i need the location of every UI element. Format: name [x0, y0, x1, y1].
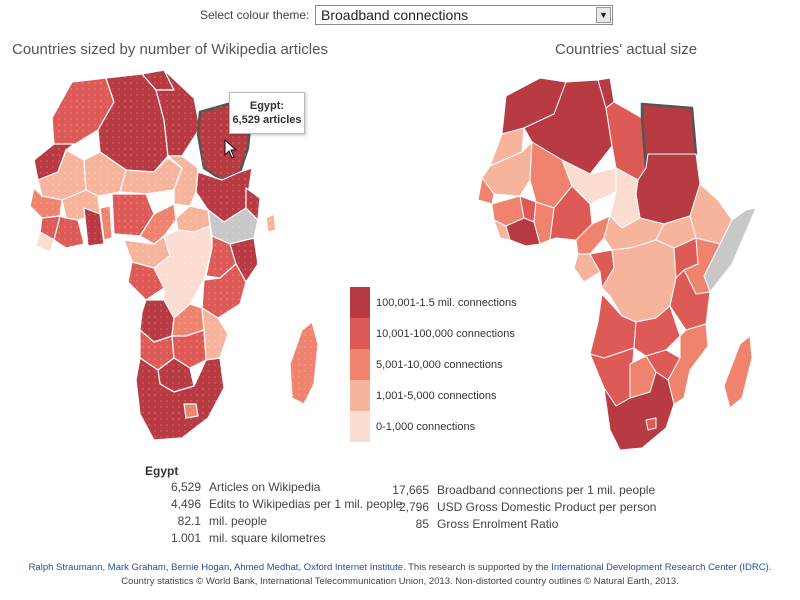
stat-label: Articles on Wikipedia	[209, 480, 321, 494]
egypt-tooltip: Egypt: 6,529 articles	[229, 92, 305, 134]
author-link[interactable]: Mark Graham	[107, 562, 166, 573]
credits-footer: Ralph Straumann, Mark Graham, Bernie Hog…	[0, 561, 800, 589]
mouse-cursor-icon	[224, 139, 238, 159]
stat-label: mil. people	[209, 514, 268, 528]
idrc-link[interactable]: International Development Research Cente…	[551, 562, 769, 573]
stat-value: 17,665	[392, 483, 429, 497]
actual-size-title: Countries' actual size	[555, 41, 698, 58]
colour-theme-value: Broadband connections	[321, 7, 469, 23]
legend-label: 10,001-100,000 connections	[376, 327, 515, 340]
stat-label: Gross Enrolment Ratio	[437, 517, 559, 531]
dropdown-arrow-icon[interactable]: ▼	[596, 7, 611, 23]
selected-country-name: Egypt	[145, 464, 179, 478]
country-region[interactable]	[533, 201, 555, 245]
legend-item: 100,001-1.5 mil. connections	[350, 287, 517, 318]
stat-value: 2,796	[398, 500, 429, 514]
stat-value: 85	[415, 517, 429, 531]
country-region[interactable]	[603, 371, 675, 451]
colour-theme-select[interactable]: Broadband connections ▼	[315, 5, 613, 25]
stat-value: 4,496	[170, 497, 201, 511]
author-link[interactable]: Ralph Straumann	[28, 562, 103, 573]
stat-row: 6,529 Articles on Wikipedia	[145, 480, 402, 497]
country-region[interactable]	[53, 215, 85, 249]
country-region[interactable]	[265, 213, 277, 233]
legend-swatch	[350, 287, 370, 318]
map-legend: 100,001-1.5 mil. connections 10,001-100,…	[350, 287, 517, 442]
stat-row: 17,665 Broadband connections per 1 mil. …	[385, 483, 656, 500]
stat-value: 82.1	[177, 514, 201, 528]
stat-label: USD Gross Domestic Product per person	[437, 500, 657, 514]
country-region[interactable]	[605, 101, 647, 181]
legend-label: 5,001-10,000 connections	[376, 358, 503, 371]
legend-swatch	[350, 349, 370, 380]
legend-label: 0-1,000 connections	[376, 420, 476, 433]
country-region[interactable]	[669, 269, 711, 331]
institute-link[interactable]: Oxford Internet Institute	[303, 562, 404, 573]
country-stats-right: 17,665 Broadband connections per 1 mil. …	[385, 483, 656, 534]
stat-value: 1.001	[170, 531, 201, 545]
legend-item: 5,001-10,000 connections	[350, 349, 517, 380]
legend-swatch	[350, 318, 370, 349]
stat-row: 85 Gross Enrolment Ratio	[385, 517, 656, 534]
country-region[interactable]	[645, 349, 681, 381]
stat-row: 82.1 mil. people	[145, 514, 402, 531]
legend-item: 1,001-5,000 connections	[350, 380, 517, 411]
tooltip-value: 6,529 articles	[232, 114, 302, 126]
author-link[interactable]: Bernie Hogan	[171, 562, 230, 573]
legend-item: 10,001-100,000 connections	[350, 318, 517, 349]
stat-row: 4,496 Edits to Wikipedias per 1 mil. peo…	[145, 497, 402, 514]
country-stats-left: Egypt 6,529 Articles on Wikipedia 4,496 …	[145, 464, 402, 548]
country-region[interactable]	[645, 417, 657, 431]
legend-label: 100,001-1.5 mil. connections	[376, 296, 517, 309]
legend-item: 0-1,000 connections	[350, 411, 517, 442]
legend-swatch	[350, 380, 370, 411]
stat-label: Edits to Wikipedias per 1 mil. people	[209, 497, 403, 511]
country-region[interactable]	[289, 321, 319, 405]
stat-row: 1.001 mil. square kilometres	[145, 531, 402, 548]
stat-row: 2,796 USD Gross Domestic Product per per…	[385, 500, 656, 517]
legend-label: 1,001-5,000 connections	[376, 389, 497, 402]
credits-line-1: Ralph Straumann, Mark Graham, Bernie Hog…	[28, 562, 772, 573]
stat-label: mil. square kilometres	[209, 531, 326, 545]
country-region[interactable]	[589, 347, 635, 407]
support-text: . This research is supported by the	[403, 562, 552, 573]
country-region[interactable]	[723, 335, 753, 409]
legend-swatch	[350, 411, 370, 442]
theme-label: Select colour theme:	[200, 8, 310, 22]
country-region[interactable]	[183, 403, 199, 419]
actual-size-map	[477, 77, 757, 451]
country-region[interactable]	[633, 305, 681, 357]
credits-line-2: Country statistics © World Bank, Interna…	[121, 576, 679, 587]
tooltip-country: Egypt:	[249, 100, 285, 112]
cartogram-title: Countries sized by number of Wikipedia a…	[12, 41, 328, 58]
stat-label: Broadband connections per 1 mil. people	[437, 483, 656, 497]
stat-value: 6,529	[170, 480, 201, 494]
author-link[interactable]: Ahmed Medhat	[234, 562, 299, 573]
